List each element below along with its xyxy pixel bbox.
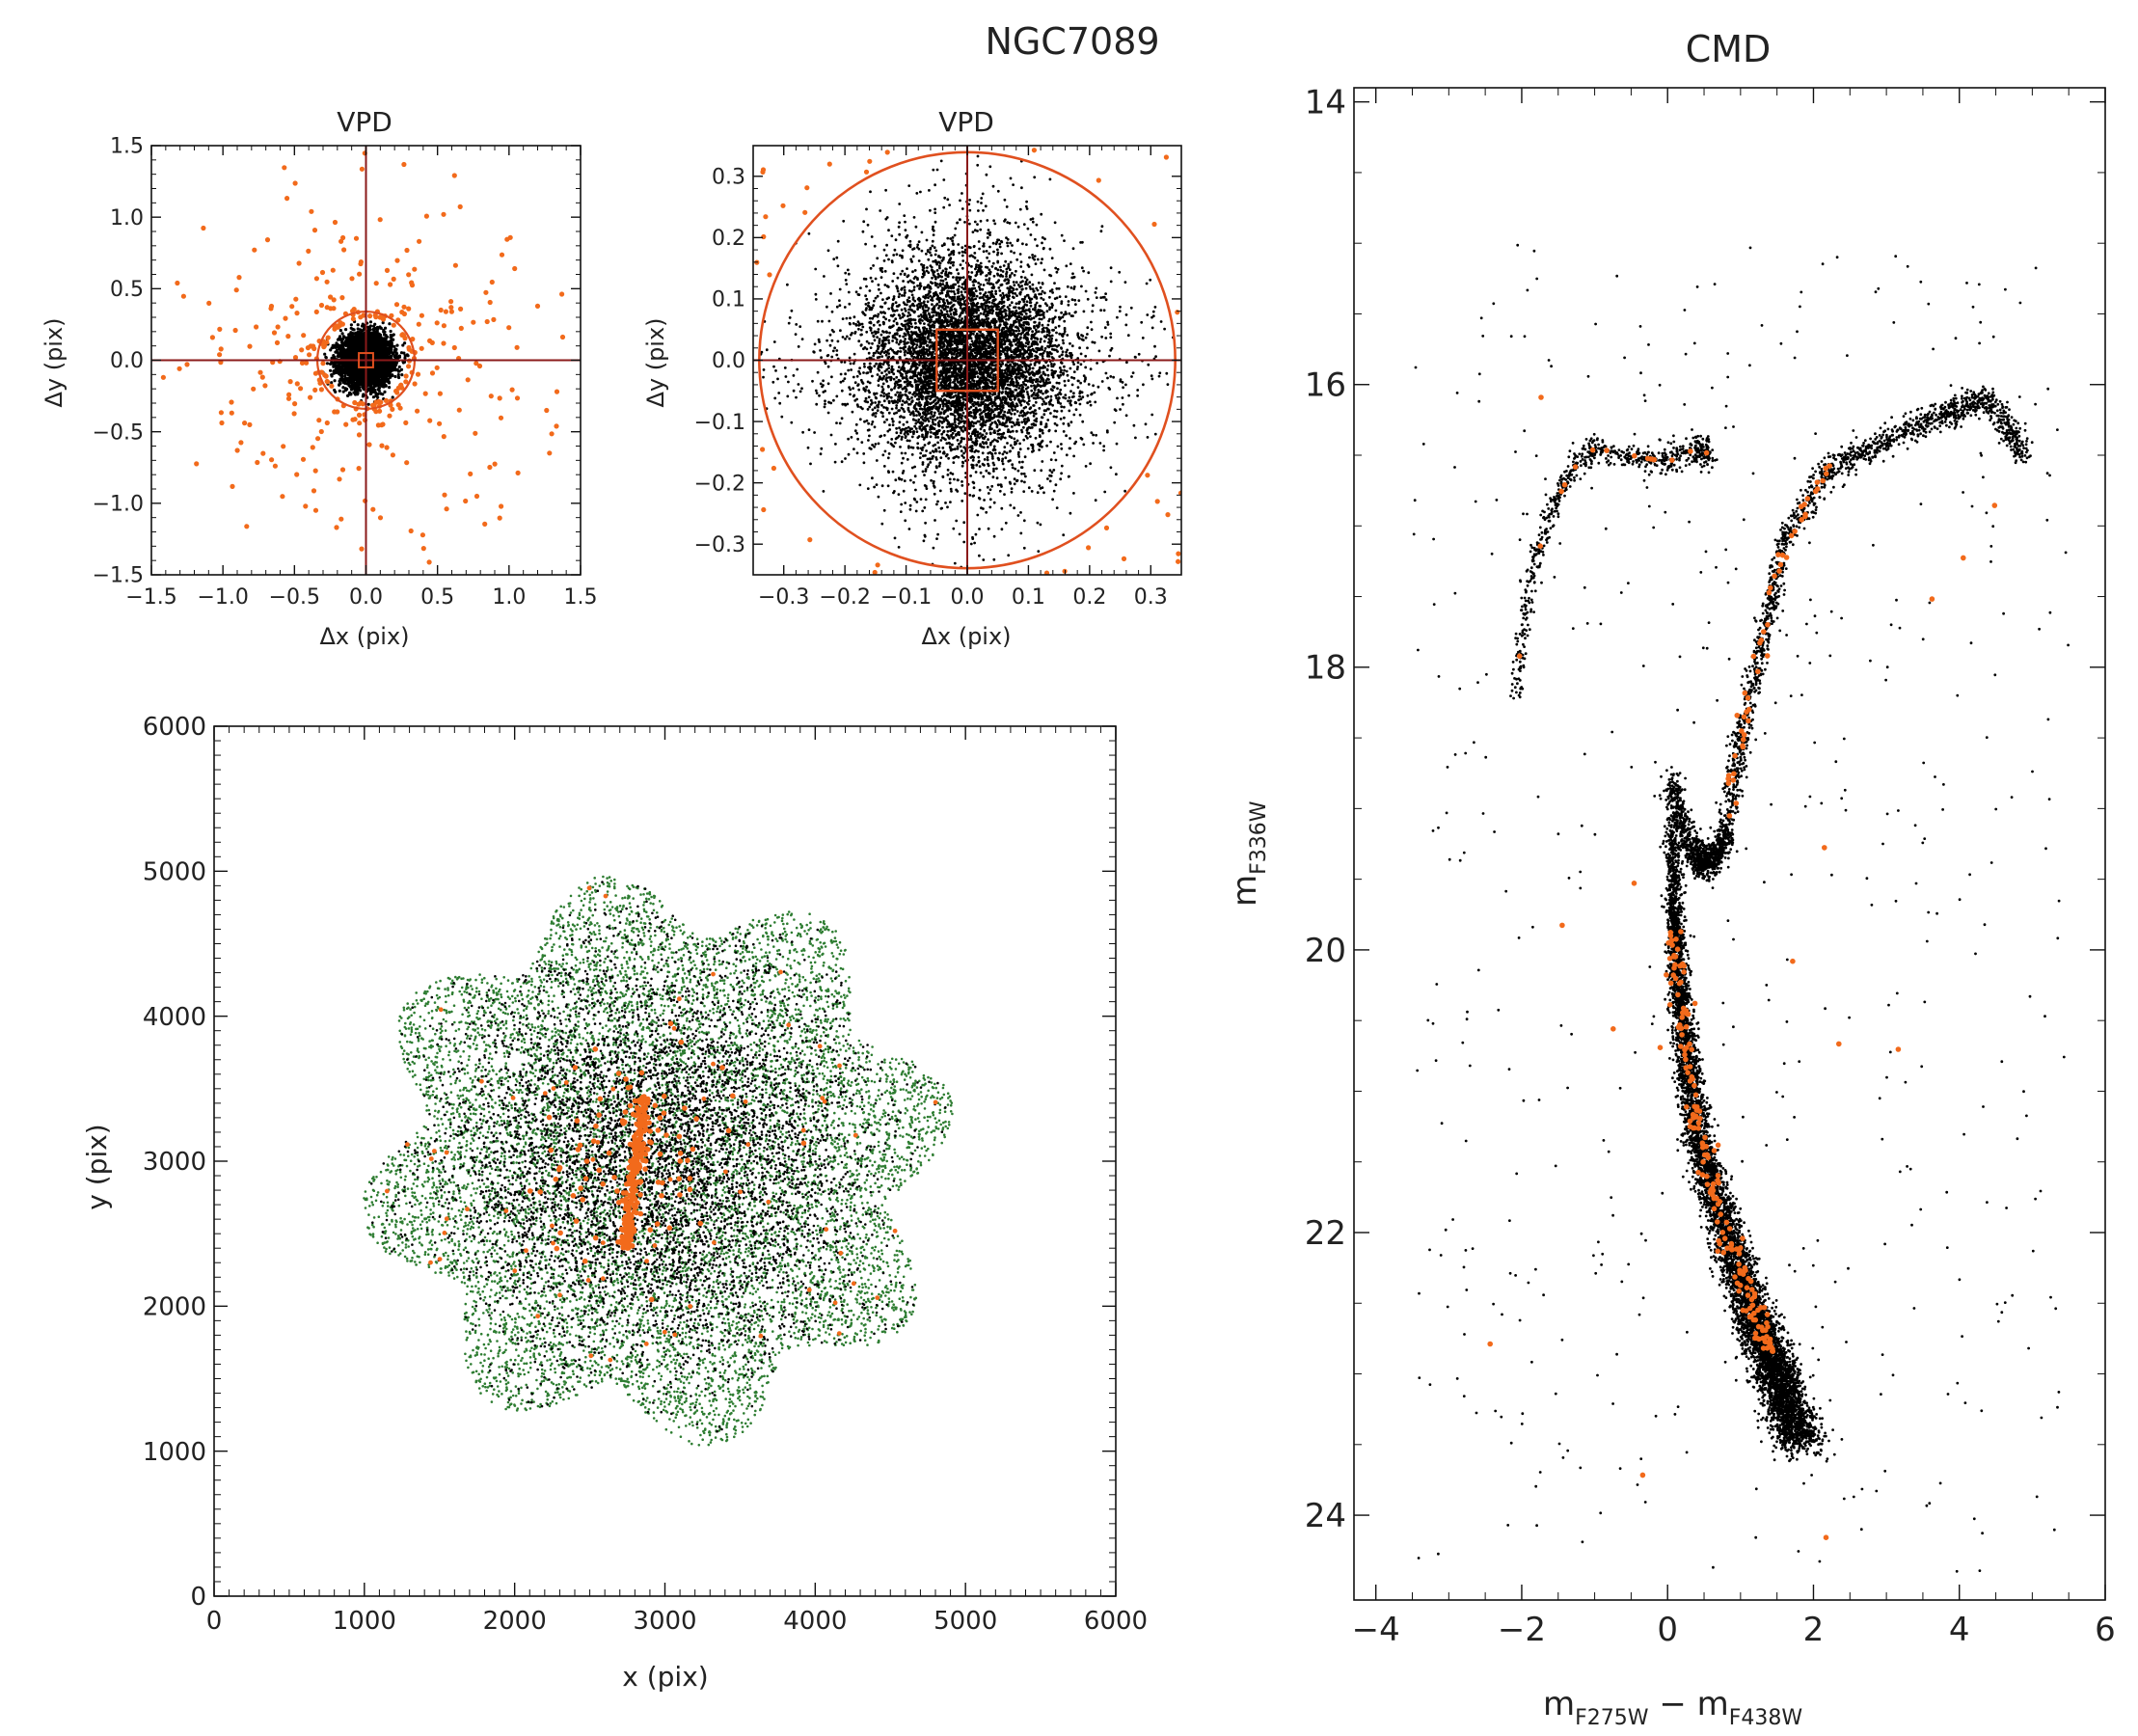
vpd-wide-xtick-label: −1.0 bbox=[197, 585, 248, 610]
spatial-map-ytick-label: 5000 bbox=[143, 857, 206, 886]
vpd-wide-panel: VPD −1.5 −1.0 −0.5 0.0 0.5 1.0 1.5 −1.5 −1.0 −0.5… bbox=[41, 106, 598, 650]
footprint-black-dots bbox=[369, 881, 947, 1433]
vpd-zoom-xtick-label: −0.2 bbox=[819, 585, 870, 610]
cmd-ytick-label: 20 bbox=[1305, 932, 1346, 970]
vpd-wide-ytick-label: 1.5 bbox=[110, 135, 144, 159]
vpd-wide-xtick-label: −1.5 bbox=[125, 585, 176, 610]
vpd-wide-ytick-label: 1.0 bbox=[110, 206, 144, 231]
spatial-map-xtick-label: 4000 bbox=[783, 1607, 847, 1636]
spatial-map-ytick-label: 1000 bbox=[143, 1438, 206, 1467]
vpd-zoom-overlays bbox=[753, 146, 1181, 575]
cmd-ytick-label: 16 bbox=[1305, 366, 1346, 405]
spatial-map-ytick-label: 4000 bbox=[143, 1003, 206, 1032]
cmd-ytick-label: 24 bbox=[1305, 1497, 1346, 1535]
cmd-ylabel: mF336W bbox=[1226, 800, 1271, 907]
footprint-green-dots bbox=[363, 875, 954, 1447]
cmd-ytick-label: 18 bbox=[1305, 649, 1346, 688]
cmd-axes-box bbox=[1353, 87, 2106, 1601]
spatial-map-xlabel: x (pix) bbox=[622, 1661, 708, 1693]
vpd-zoom-xtick-label: 0.1 bbox=[1012, 585, 1045, 610]
vpd-wide-ytick-label: −0.5 bbox=[93, 420, 144, 445]
vpd-wide-xtick-label: 1.0 bbox=[492, 585, 526, 610]
spatial-map-ytick-label: 3000 bbox=[143, 1148, 206, 1177]
vpd-zoom-ytick-label: 0.2 bbox=[712, 227, 745, 251]
spatial-map-xtick-label: 1000 bbox=[333, 1607, 396, 1636]
vpd-wide-ylabel: Δy (pix) bbox=[41, 317, 68, 407]
vpd-wide-ytick-label: 0.0 bbox=[110, 349, 144, 373]
vpd-zoom-ytick-label: 0.1 bbox=[712, 288, 745, 312]
vpd-zoom-ytick-label: 0.3 bbox=[712, 165, 745, 189]
vpd-wide-points bbox=[160, 150, 566, 565]
vpd-wide-ytick-label: −1.0 bbox=[93, 493, 144, 517]
cmd-xtick-label: −4 bbox=[1352, 1611, 1400, 1649]
reference-box bbox=[935, 328, 999, 393]
spatial-map-ticks: 0 1000 2000 3000 4000 5000 6000 0 1000 2000 3000 40… bbox=[143, 713, 1148, 1636]
cmd-field-star-dots bbox=[1412, 243, 2070, 1573]
figure-title: NGC7089 bbox=[985, 20, 1159, 63]
spatial-map-ylabel: y (pix) bbox=[81, 1124, 113, 1209]
vpd-wide-ytick-label: 0.5 bbox=[110, 278, 144, 302]
spatial-map-xtick-label: 2000 bbox=[483, 1607, 547, 1636]
cmd-ytick-label: 14 bbox=[1305, 84, 1346, 122]
spatial-map-ytick-label: 6000 bbox=[143, 713, 206, 742]
vpd-zoom-xtick-label: −0.1 bbox=[880, 585, 932, 610]
vpd-wide-ticks: −1.5 −1.0 −0.5 0.0 0.5 1.0 1.5 −1.5 −1.0 −0.5 0.0 0… bbox=[93, 135, 598, 610]
vpd-wide-xtick-label: −0.5 bbox=[269, 585, 320, 610]
reference-box bbox=[358, 352, 374, 368]
cmd-frame bbox=[1353, 87, 2106, 1601]
cmd-xtick-label: 4 bbox=[1949, 1611, 1970, 1649]
cmd-xtick-label: −2 bbox=[1498, 1611, 1546, 1649]
vpd-zoom-ytick-label: 0.0 bbox=[712, 349, 745, 373]
spatial-map-xtick-label: 5000 bbox=[934, 1607, 997, 1636]
spatial-map-xtick-label: 0 bbox=[206, 1607, 223, 1636]
vpd-zoom-ticks: −0.3 −0.2 −0.1 0.0 0.1 0.2 0.3 −0.3 −0.2 −0.1 0.0 0… bbox=[694, 146, 1181, 610]
vpd-zoom-ytick-label: −0.1 bbox=[694, 411, 745, 435]
cmd-selected-star-dots bbox=[1487, 394, 1998, 1541]
vpd-zoom-xlabel: Δx (pix) bbox=[921, 623, 1011, 650]
spatial-map-ytick-label: 2000 bbox=[143, 1292, 206, 1321]
vpd-zoom-xtick-label: 0.0 bbox=[951, 585, 985, 610]
vpd-zoom-xtick-label: 0.3 bbox=[1134, 585, 1168, 610]
vpd-zoom-ytick-label: −0.2 bbox=[694, 472, 745, 496]
vpd-wide-xlabel: Δx (pix) bbox=[319, 623, 409, 650]
vpd-wide-xtick-label: 0.0 bbox=[349, 585, 383, 610]
vpd-zoom-ylabel: Δy (pix) bbox=[642, 317, 669, 407]
vpd-wide-xtick-label: 1.5 bbox=[564, 585, 598, 610]
spatial-map-xtick-label: 6000 bbox=[1084, 1607, 1148, 1636]
vpd-zoom-ytick-label: −0.3 bbox=[694, 533, 745, 557]
cmd-xtick-label: 6 bbox=[2095, 1611, 2116, 1649]
vpd-zoom-panel: VPD −0.3 −0.2 −0.1 0.0 0.1 0.2 0.3 −0.3 −0.2 −0.1… bbox=[642, 106, 1182, 650]
vpd-wide-title: VPD bbox=[337, 106, 392, 138]
cmd-ytick-label: 22 bbox=[1305, 1214, 1346, 1253]
vpd-wide-overlays bbox=[151, 146, 581, 575]
vpd-wide-ytick-label: −1.5 bbox=[93, 564, 144, 588]
vpd-zoom-xtick-label: 0.2 bbox=[1072, 585, 1106, 610]
cmd-xtick-label: 2 bbox=[1803, 1611, 1825, 1649]
spatial-map-panel: 0 1000 2000 3000 4000 5000 6000 0 1000 2000 3000 40… bbox=[81, 713, 1148, 1693]
cmd-xtick-label: 0 bbox=[1657, 1611, 1678, 1649]
spatial-map-ytick-label: 0 bbox=[190, 1583, 206, 1612]
vpd-wide-xtick-label: 0.5 bbox=[420, 585, 454, 610]
vpd-zoom-points bbox=[754, 148, 1181, 575]
spatial-map-points bbox=[363, 875, 954, 1447]
cmd-title: CMD bbox=[1686, 28, 1772, 70]
vpd-zoom-xtick-label: −0.3 bbox=[758, 585, 809, 610]
spatial-map-xtick-label: 3000 bbox=[633, 1607, 696, 1636]
cmd-xlabel: mF275W − mF438W bbox=[1543, 1685, 1802, 1730]
vpd-zoom-title: VPD bbox=[938, 106, 994, 138]
cmd-points bbox=[1412, 243, 2070, 1573]
